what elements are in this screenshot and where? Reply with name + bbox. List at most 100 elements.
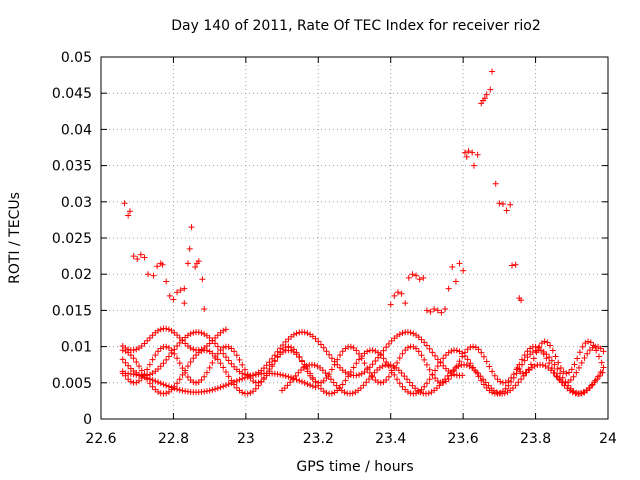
data-point (371, 369, 378, 376)
data-point (144, 366, 151, 373)
data-point (505, 377, 512, 384)
data-point (157, 326, 164, 333)
data-point (127, 378, 134, 385)
data-point (415, 348, 422, 355)
data-point (163, 390, 170, 397)
data-point (325, 373, 332, 380)
data-point (328, 366, 335, 373)
data-point (492, 180, 499, 187)
data-point (571, 361, 578, 368)
data-point (225, 381, 232, 388)
data-point (368, 372, 375, 379)
data-point (421, 383, 428, 390)
data-point (168, 384, 175, 391)
data-point (339, 348, 346, 355)
data-point (467, 360, 474, 367)
data-point (568, 366, 575, 373)
data-point (521, 352, 528, 359)
data-point (426, 376, 433, 383)
data-point (152, 352, 159, 359)
data-point (404, 388, 411, 395)
y-tick-label: 0.05 (61, 50, 92, 66)
data-point (244, 373, 251, 380)
data-point (287, 379, 294, 386)
data-point (184, 260, 191, 267)
data-point (440, 362, 447, 369)
data-point (573, 369, 580, 376)
data-point (176, 360, 183, 367)
data-point (307, 382, 314, 389)
data-point (357, 385, 364, 392)
data-point (585, 338, 592, 345)
data-point (522, 369, 529, 376)
data-point (125, 362, 132, 369)
data-point (137, 251, 144, 258)
data-point (369, 361, 376, 368)
data-point (470, 343, 477, 350)
data-point (518, 356, 525, 363)
data-point (177, 287, 184, 294)
data-point (364, 348, 371, 355)
data-point (563, 370, 570, 377)
data-point (304, 368, 311, 375)
x-axis: 22.6 22.8 23 23.2 23.4 23.6 23.8 24 (85, 57, 617, 447)
data-point (486, 363, 493, 370)
data-point (203, 388, 210, 395)
data-point (413, 272, 420, 279)
data-point (463, 153, 470, 160)
data-point (379, 363, 386, 370)
x-axis-label: GPS time / hours (296, 459, 413, 475)
data-point (469, 149, 476, 156)
data-point (318, 341, 325, 348)
data-point (220, 350, 227, 357)
data-point (499, 200, 506, 207)
y-tick-label: 0.025 (52, 231, 92, 247)
data-point (596, 372, 603, 379)
data-point (383, 344, 390, 351)
data-point (312, 384, 319, 391)
data-point (423, 380, 430, 387)
data-point (599, 369, 606, 376)
x-tick-label: 23.4 (375, 431, 406, 447)
data-point (579, 343, 586, 350)
data-point (192, 263, 199, 270)
data-point (551, 361, 558, 368)
data-point (252, 385, 259, 392)
data-point (323, 348, 330, 355)
data-point (146, 375, 153, 382)
x-tick-label: 23.2 (303, 431, 334, 447)
data-point (171, 385, 178, 392)
data-point (130, 355, 137, 362)
data-point (544, 339, 551, 346)
data-point (341, 389, 348, 396)
data-point (530, 355, 537, 362)
data-point (337, 352, 344, 359)
data-point (174, 386, 181, 393)
data-point (452, 278, 459, 285)
data-point (543, 355, 550, 362)
data-point (356, 356, 363, 363)
data-point (487, 86, 494, 93)
data-point (366, 364, 373, 371)
data-point (480, 353, 487, 360)
data-point (209, 337, 216, 344)
data-points (119, 68, 607, 397)
data-point (561, 382, 568, 389)
data-point (375, 354, 382, 361)
data-point (290, 346, 297, 353)
data-point (174, 343, 181, 350)
data-point (369, 347, 376, 354)
data-point (550, 370, 557, 377)
data-point (225, 373, 232, 380)
data-point (402, 300, 409, 307)
data-point (356, 350, 363, 357)
data-point (289, 376, 296, 383)
data-point (301, 329, 308, 336)
data-point (432, 375, 439, 382)
data-point (405, 274, 412, 281)
data-point (130, 371, 137, 378)
y-tick-label: 0.04 (61, 122, 92, 138)
data-point (576, 349, 583, 356)
data-point (149, 356, 156, 363)
data-point (307, 372, 314, 379)
